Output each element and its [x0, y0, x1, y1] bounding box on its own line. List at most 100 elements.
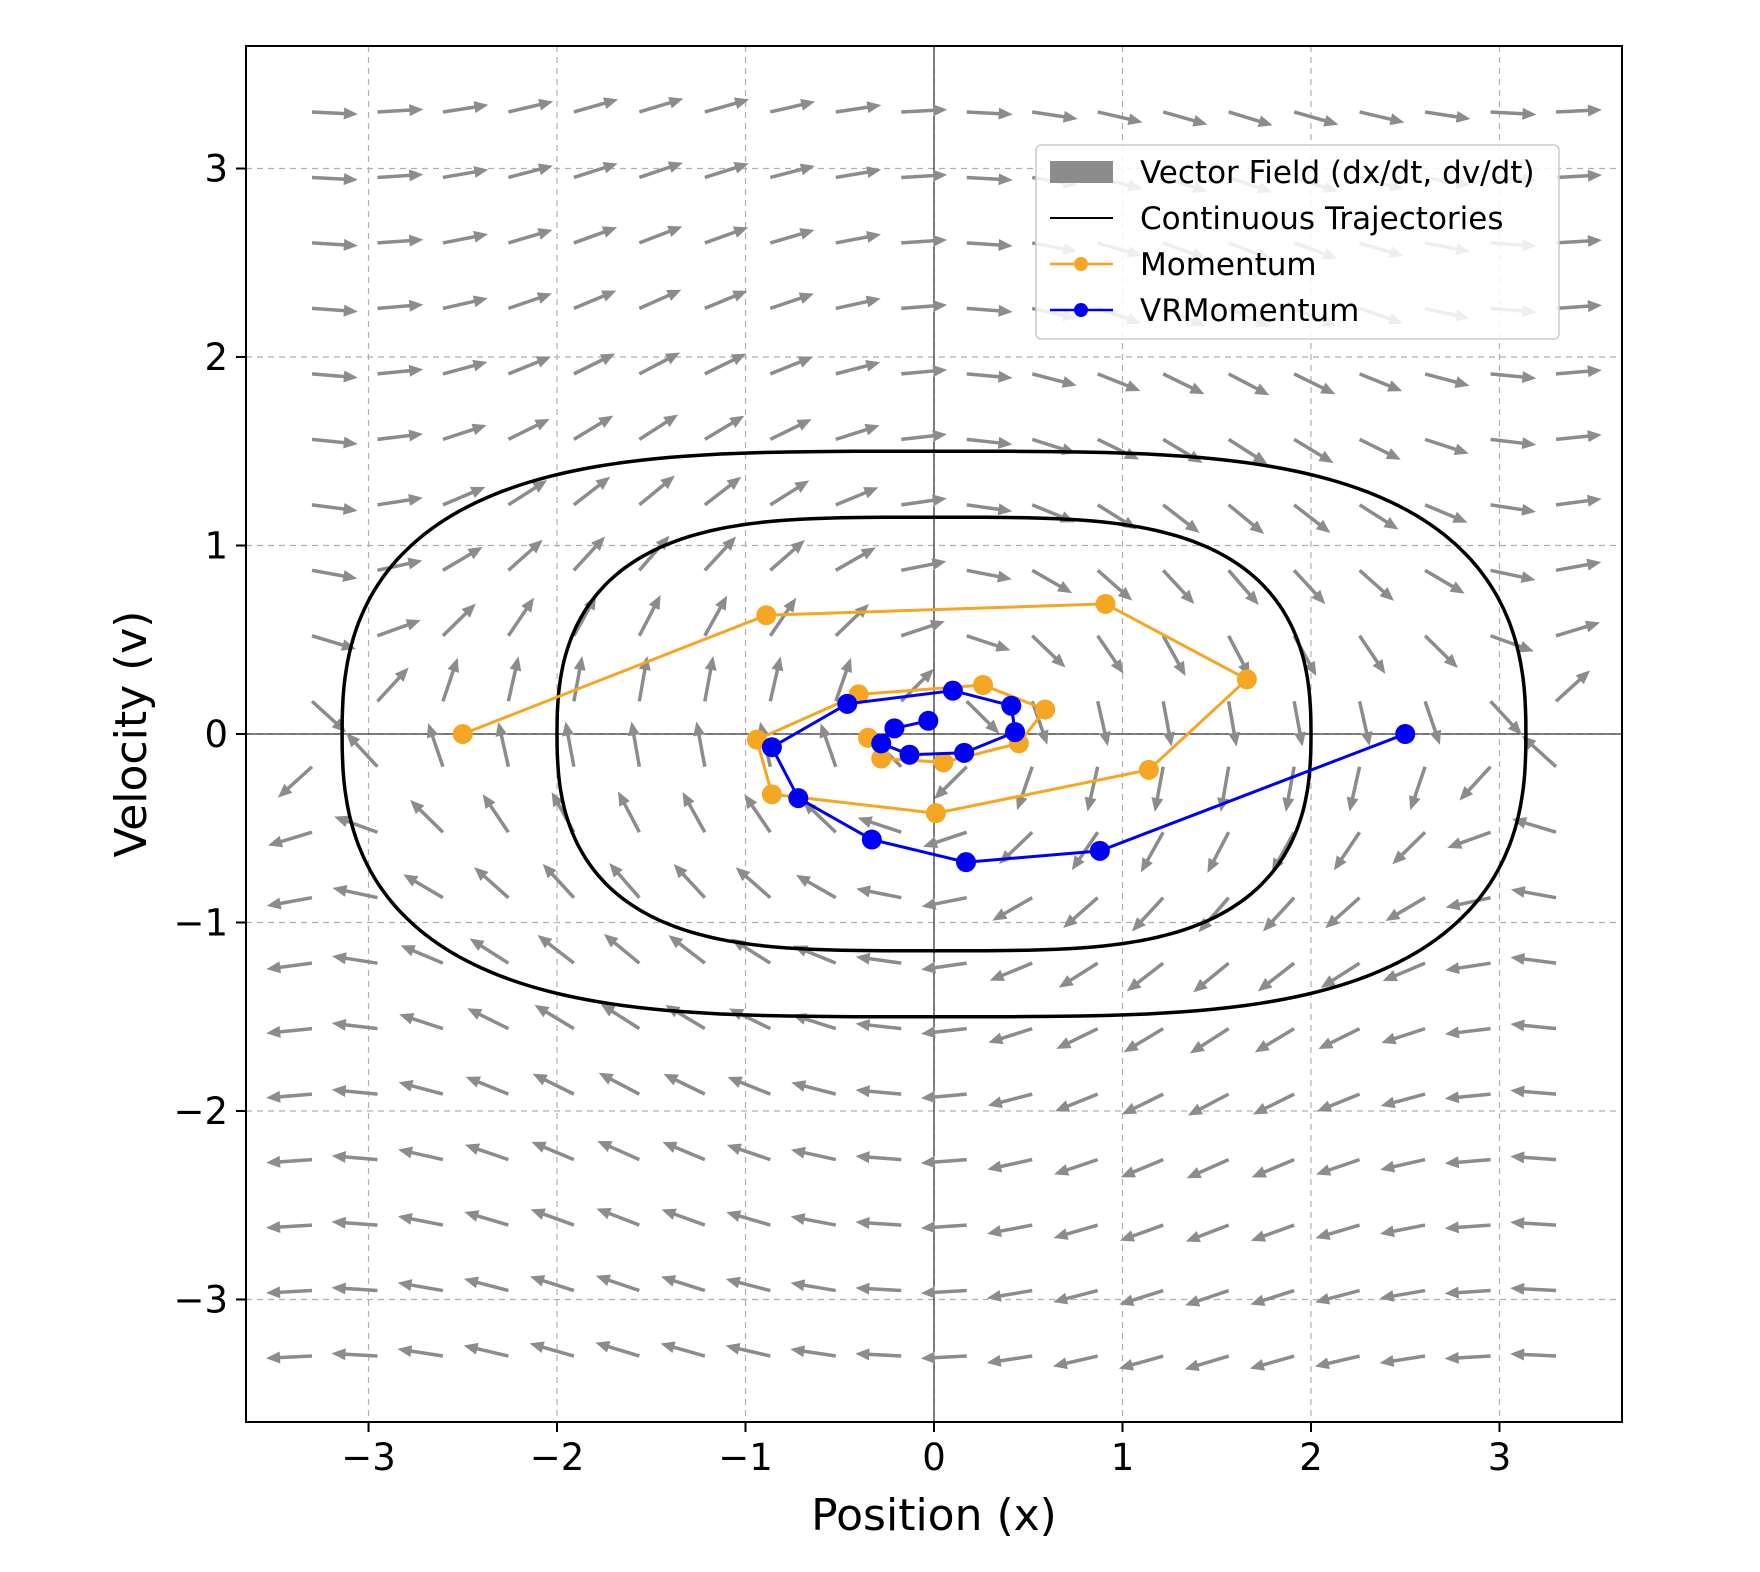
vector-field-arrow — [855, 1216, 902, 1229]
vector-field-arrow — [1193, 961, 1230, 993]
series-point-momentum — [756, 605, 777, 626]
series-point-momentum — [925, 803, 946, 824]
vector-field-arrow — [474, 867, 510, 899]
vector-field-arrow — [1162, 503, 1200, 533]
vector-field-arrow — [1358, 437, 1401, 460]
vector-field-arrow — [920, 1156, 967, 1169]
vector-field-arrow — [1510, 1348, 1557, 1361]
vector-field-arrow — [534, 1004, 575, 1031]
vector-field-arrow — [1162, 110, 1208, 127]
vector-field-arrow — [727, 1076, 771, 1096]
vector-field-arrow — [1292, 569, 1326, 605]
vector-field-arrow — [506, 597, 535, 637]
vector-field-arrow — [1123, 1027, 1165, 1053]
vector-field-arrow — [989, 961, 1033, 981]
vector-field-arrow — [507, 539, 543, 572]
vector-field-arrow — [1489, 700, 1522, 736]
vector-field-arrow — [1445, 961, 1491, 974]
vector-field-arrow — [1097, 110, 1143, 126]
vector-field-arrow — [397, 1213, 444, 1227]
vector-field-arrow — [1031, 110, 1078, 123]
vector-field-arrow — [703, 656, 717, 702]
legend-label-vector-field: Vector Field (dx/dt, dv/dt) — [1140, 155, 1535, 191]
series-point-momentum — [973, 674, 994, 695]
vector-field-arrow — [704, 226, 749, 245]
y-tick-label: −2 — [173, 1090, 228, 1133]
vector-field-arrow — [334, 815, 379, 834]
vector-field-arrow — [572, 476, 611, 507]
vector-field-arrow — [1444, 1156, 1491, 1169]
vector-field-arrow — [1490, 437, 1537, 450]
vector-field-arrow — [1185, 1288, 1230, 1307]
vector-field-arrow — [638, 161, 683, 180]
legend-marker-vrmomentum — [1074, 303, 1088, 317]
continuous-trajectories — [340, 449, 1528, 1019]
x-tick-label: 0 — [922, 1436, 946, 1479]
vector-field-arrow — [1131, 896, 1165, 932]
vector-field-arrow — [403, 874, 444, 900]
vector-field-arrow — [1063, 896, 1099, 929]
vector-field-arrow — [1184, 1354, 1230, 1372]
vector-field-arrow — [595, 1274, 640, 1293]
vector-field-arrow — [1320, 961, 1361, 988]
series-point-vrmomentum — [918, 710, 939, 731]
vector-field-arrow — [1385, 896, 1426, 922]
vector-field-arrow — [1161, 569, 1195, 605]
vector-field-arrow — [835, 487, 879, 507]
vector-field-arrow — [397, 1279, 444, 1293]
x-tick-label: −1 — [718, 1436, 773, 1479]
vector-field-arrow — [1118, 1354, 1164, 1371]
axis-ticks: −3 −2 −1 0 1 2 3 −3 −2 −1 0 1 2 3 — [173, 148, 1511, 1479]
vector-field-arrow — [1187, 1092, 1230, 1116]
vector-field-arrow — [311, 238, 358, 251]
vector-field-arrow — [693, 721, 707, 768]
vector-field-arrow — [1510, 1282, 1557, 1295]
vector-field-arrow — [1119, 1288, 1164, 1306]
vector-field-arrow — [1250, 1223, 1295, 1242]
vector-field-arrow — [508, 98, 554, 114]
series-point-vrmomentum — [1395, 724, 1416, 744]
vector-field-arrow — [901, 234, 948, 247]
vector-field-arrow — [266, 1090, 313, 1103]
vector-field-arrow — [507, 356, 552, 376]
vector-field-arrow — [331, 1018, 378, 1031]
trajectory-curve — [555, 515, 1313, 953]
vector-field-arrow — [331, 1085, 378, 1097]
vector-field-arrow — [1162, 372, 1205, 395]
vector-field-arrow — [704, 290, 748, 311]
vector-field-arrow — [542, 863, 576, 899]
vector-field-arrow — [1490, 371, 1537, 383]
vector-field-arrow — [442, 230, 489, 245]
vector-field-arrow — [1555, 620, 1601, 638]
vector-field-arrow — [572, 656, 586, 702]
vector-field-arrow — [1424, 110, 1471, 123]
vector-field-arrow — [562, 721, 576, 768]
vector-field-arrow — [1282, 766, 1296, 812]
trajectory-curve — [340, 449, 1528, 1019]
vector-field-arrow — [835, 101, 882, 114]
vector-field-arrow — [1293, 437, 1334, 464]
vector-field-arrow — [266, 1286, 313, 1299]
vector-field-arrow — [532, 1073, 575, 1096]
vector-field-arrow — [662, 1141, 706, 1162]
vector-field-arrow — [331, 1348, 378, 1361]
vector-field-arrow — [790, 1279, 837, 1293]
vector-field-arrow — [920, 1091, 967, 1103]
vector-field-arrow — [1185, 1223, 1230, 1243]
vector-field-arrow — [921, 895, 968, 910]
vector-field-arrow — [1510, 1217, 1557, 1230]
vector-field-arrow — [1555, 300, 1602, 313]
vector-field-arrow — [573, 161, 618, 180]
vector-field-arrow — [744, 794, 772, 834]
vector-field-arrow — [769, 163, 815, 180]
vector-field-arrow — [506, 656, 522, 702]
vector-field-arrow — [1054, 1157, 1099, 1176]
vector-field-arrow — [1227, 372, 1270, 396]
vector-field-arrow — [1120, 1157, 1164, 1178]
vector-field-arrow — [921, 961, 967, 974]
vector-field-arrow — [1096, 634, 1124, 674]
vector-field-arrow — [1251, 1157, 1295, 1178]
x-tick-label: 2 — [1299, 1436, 1323, 1479]
legend-label-trajectories: Continuous Trajectories — [1140, 201, 1504, 237]
